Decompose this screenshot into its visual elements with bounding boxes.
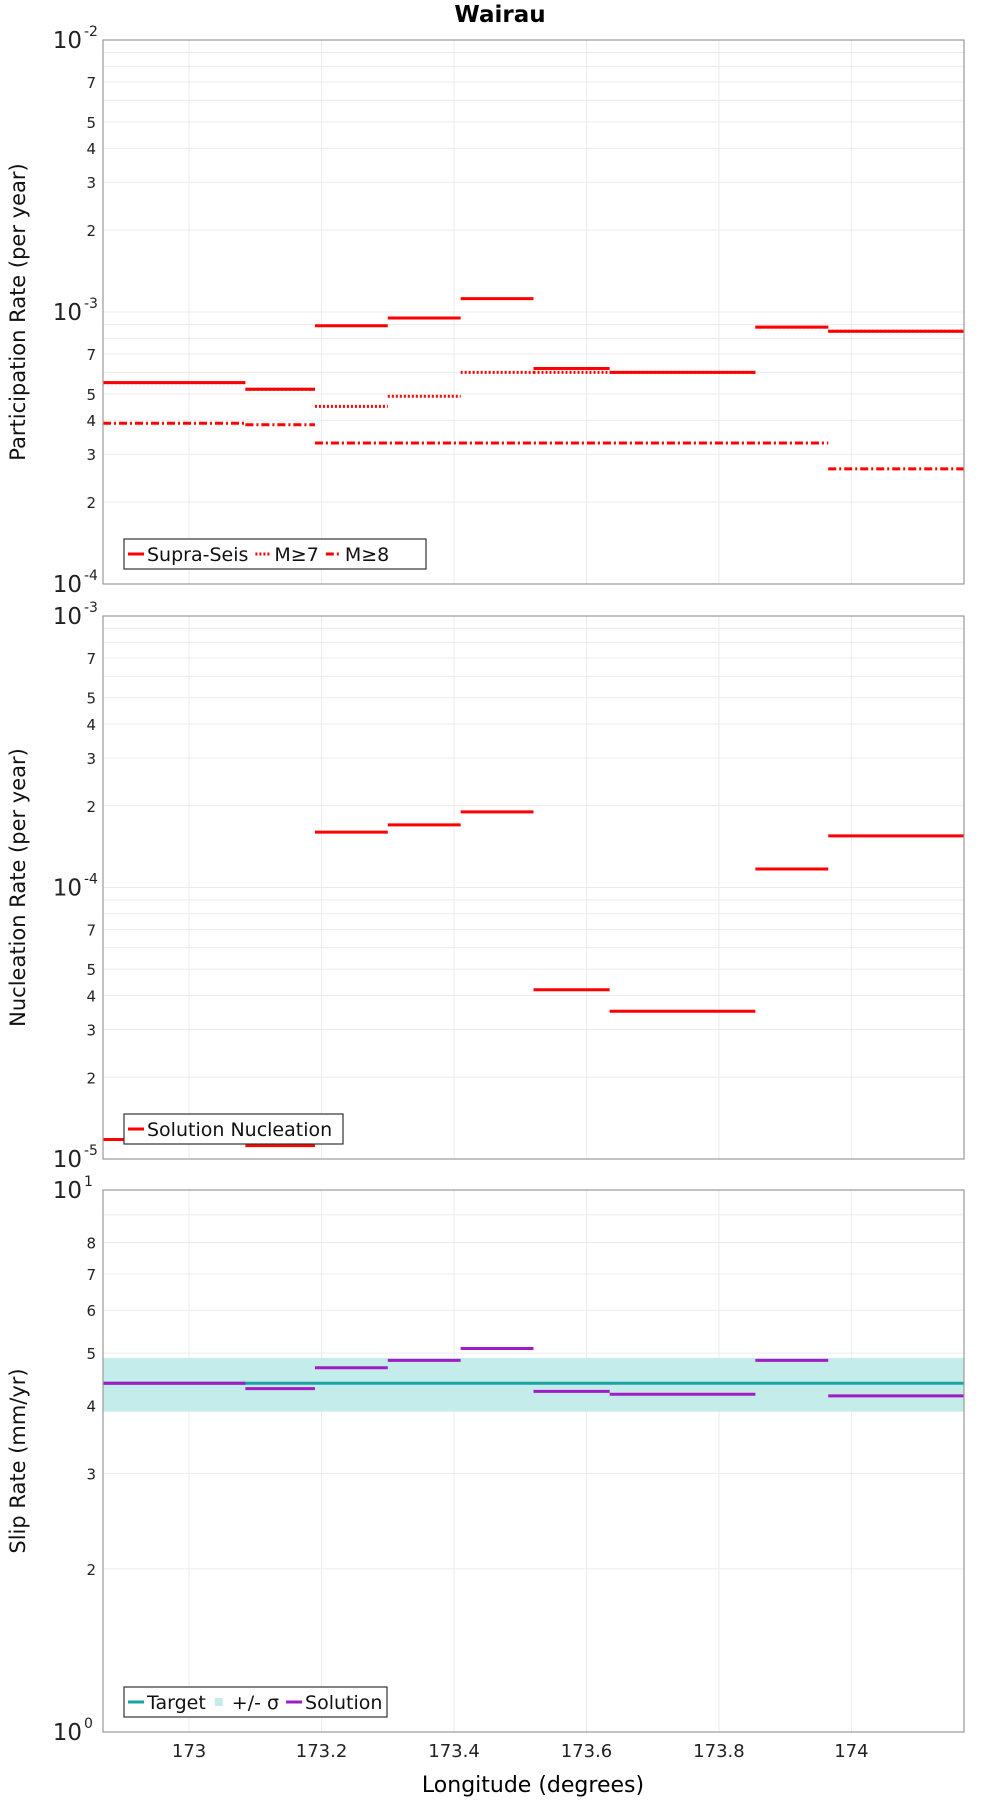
y-axis-label: Slip Rate (mm/yr) [6,1368,30,1553]
legend: Supra-Seis M≥7 M≥8 [123,538,427,570]
legend-entry: Solution Nucleation [147,1119,332,1141]
y-tick-label: 3 [86,174,96,192]
y-major-tick-label: 10 [53,28,82,54]
y-major-tick-exponent: -3 [84,600,98,616]
y-tick-label: 4 [86,1398,96,1416]
series-M≥8 [103,421,964,471]
y-major-tick-label: 10 [53,1178,82,1204]
legend-box [123,538,427,570]
y-tick-label: 4 [86,412,96,430]
x-tick-label: 174 [834,1741,868,1762]
y-major-tick-exponent: -2 [84,24,98,40]
y-major-tick-exponent: -4 [84,872,98,888]
x-tick-label: 173.4 [428,1741,480,1762]
y-tick-label: 2 [86,798,96,816]
legend-box [123,1113,344,1145]
series-M≥7 [103,325,964,408]
y-tick-label: 2 [86,222,96,240]
y-tick-label: 3 [86,1465,96,1483]
legend-entry: Solution [305,1692,382,1714]
x-tick-label: 173.2 [296,1741,348,1762]
y-major-tick-label: 10 [53,876,82,902]
chart-title: Wairau [454,2,545,28]
y-tick-label: 7 [86,74,96,92]
plot-frame [102,615,965,1160]
plot-frame [102,1189,965,1733]
y-tick-label: 5 [86,690,96,708]
y-tick-label: 7 [86,922,96,940]
legend-box [123,1686,388,1718]
plot-area [103,1190,964,1732]
y-tick-label: 2 [86,1069,96,1087]
legend-entry: M≥8 [345,544,389,566]
plot-frame [102,39,965,585]
y-major-tick-label: 10 [53,1720,82,1746]
y-tick-label: 5 [86,1345,96,1363]
legend: Target +/- σ Solution [123,1686,388,1718]
y-major-tick-label: 10 [53,1147,82,1173]
y-tick-label: 7 [86,650,96,668]
sigma-band [103,1357,964,1412]
x-tick-label: 173.6 [561,1741,613,1762]
legend-entry: +/- σ [232,1692,279,1714]
y-tick-label: 2 [86,494,96,512]
y-major-tick-exponent: 0 [84,1716,93,1732]
y-tick-label: 3 [86,446,96,464]
y-axis-label: Participation Rate (per year) [6,163,30,460]
series-Solution [103,1346,964,1398]
legend-entry: M≥7 [274,544,318,566]
y-tick-label: 8 [86,1235,96,1253]
y-tick-label: 7 [86,1266,96,1284]
legend-entry: Target [146,1692,206,1714]
y-major-tick-label: 10 [53,300,82,326]
y-major-tick-label: 10 [53,572,82,598]
y-major-tick-label: 10 [53,604,82,630]
x-axis-label: Longitude (degrees) [422,1773,644,1798]
legend-entry: Supra-Seis [147,544,248,566]
y-tick-label: 3 [86,750,96,768]
legend-swatch [214,1698,223,1706]
y-major-tick-exponent: -4 [84,568,98,584]
y-major-tick-exponent: -5 [84,1143,98,1159]
x-tick-label: 173 [172,1741,206,1762]
y-tick-label: 5 [86,114,96,132]
y-tick-label: 6 [86,1302,96,1320]
y-tick-label: 2 [86,1561,96,1579]
y-tick-label: 4 [86,140,96,158]
y-tick-label: 5 [86,961,96,979]
y-tick-label: 3 [86,1021,96,1039]
y-tick-label: 5 [86,386,96,404]
y-major-tick-exponent: 1 [84,1174,93,1190]
y-tick-label: 7 [86,346,96,364]
y-axis-label: Nucleation Rate (per year) [6,748,30,1027]
y-tick-label: 4 [86,988,96,1006]
legend: Solution Nucleation [123,1113,344,1145]
y-tick-label: 4 [86,716,96,734]
x-tick-label: 173.8 [693,1741,745,1762]
y-major-tick-exponent: -3 [84,296,98,312]
